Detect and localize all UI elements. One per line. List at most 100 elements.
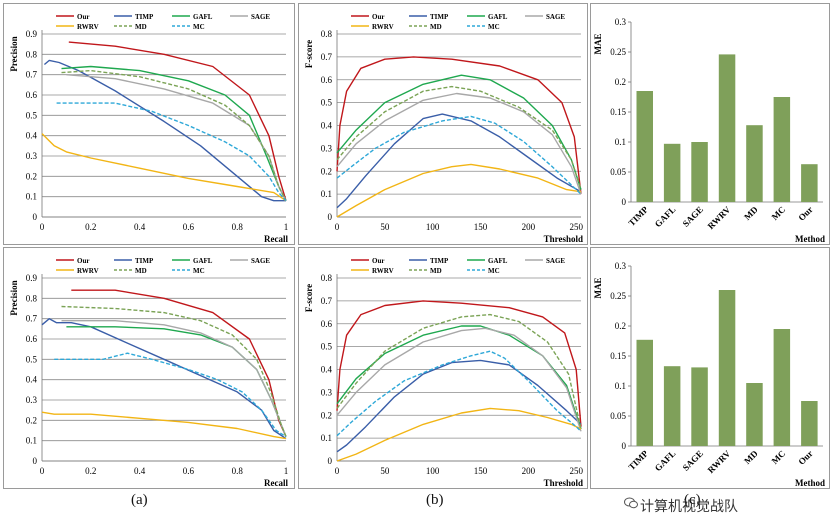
y-tick-label: 0.9 [26, 273, 38, 283]
series-line-our [336, 56, 582, 195]
bar-timp [636, 91, 653, 202]
bar-our [801, 401, 818, 446]
category-label: MD [742, 204, 760, 222]
legend-label-our: Our [372, 13, 384, 21]
y-tick-label: 0.8 [26, 49, 38, 59]
y-tick-label: 0.05 [610, 167, 626, 177]
category-label: Our [796, 448, 814, 466]
series-line-timp [43, 59, 286, 202]
chart-pr-bottom: 0 0.1 0.2 0.3 0.4 0.5 0.6 0.7 0.8 0.9 0 0.2 0.4 0.6 0.… [3, 247, 295, 489]
y-tick-label: 0.1 [321, 433, 332, 443]
legend-label-sage: SAGE [546, 13, 565, 21]
legend-label-timp: TIMP [135, 13, 154, 21]
y-tick-label: 0.8 [321, 273, 333, 283]
y-tick-label: 0 [33, 212, 38, 222]
x-axis-label: Recall [264, 234, 288, 244]
y-axis-label: Precision [9, 280, 19, 315]
x-tick-label: 50 [380, 222, 390, 232]
y-tick-label: 0.9 [26, 29, 38, 39]
series-line-rwrv [41, 133, 287, 202]
x-tick-label: 250 [569, 222, 583, 232]
chart-fscore-bottom: 0 0.1 0.2 0.3 0.4 0.5 0.6 0.7 0.8 0 50 100 150 200 250… [298, 247, 588, 489]
x-tick-label: 0.6 [183, 222, 195, 232]
series-line-md [61, 69, 287, 202]
bar-mc [773, 97, 791, 202]
chart-pr-top-svg: 0 0.1 0.2 0.3 0.4 0.5 0.6 0.7 0.8 0.9 0 0.2 0.4 0.6 0.… [9, 13, 288, 244]
chart-fscore-top: 0 0.1 0.2 0.3 0.4 0.5 0.6 0.7 0.8 0 50 100 150 200 250… [298, 3, 588, 245]
y-tick-label: 0.1 [615, 381, 626, 391]
category-label: SAGE [681, 448, 705, 472]
y-axis-label: Precision [9, 36, 19, 71]
legend-label-gafl: GAFL [488, 13, 508, 21]
legend-label-gafl: GAFL [193, 257, 213, 265]
legend-label-mc: MC [488, 267, 500, 275]
y-tick-label: 0.15 [610, 107, 626, 117]
y-tick-label: 0.1 [321, 189, 332, 199]
y-tick-label: 0.3 [615, 17, 627, 27]
x-tick-label: 0 [40, 466, 45, 476]
y-tick-label: 0.7 [26, 314, 38, 324]
y-tick-label: 0 [328, 212, 333, 222]
category-label: RWRV [706, 448, 733, 475]
legend-label-timp: TIMP [430, 257, 449, 265]
series-line-rwrv [41, 411, 287, 440]
legend-label-rwrv: RWRV [77, 23, 99, 31]
y-tick-label: 0.1 [26, 192, 37, 202]
category-label: MD [742, 448, 760, 466]
y-tick-label: 0.2 [321, 410, 332, 420]
y-tick-label: 0.7 [26, 70, 38, 80]
legend-label-md: MD [135, 23, 147, 31]
legend-label-our: Our [77, 13, 89, 21]
series-line-rwrv [336, 163, 582, 218]
series-line-gafl [336, 74, 582, 190]
legend-label-our: Our [372, 257, 384, 265]
legend-label-md: MD [430, 267, 442, 275]
x-tick-label: 0.4 [134, 466, 146, 476]
y-tick-label: 0.2 [26, 171, 37, 181]
y-tick-label: 0.7 [321, 296, 333, 306]
series-line-our [336, 300, 582, 427]
y-tick-label: 0.5 [26, 354, 38, 364]
series-line-gafl [61, 65, 287, 202]
y-tick-label: 0.1 [26, 436, 37, 446]
legend-label-sage: SAGE [546, 257, 565, 265]
category-label: TIMP [626, 448, 650, 472]
y-tick-label: 0 [33, 456, 38, 466]
legend-label-rwrv: RWRV [372, 267, 394, 275]
bar-timp [636, 339, 653, 446]
category-label: GAFL [653, 204, 678, 229]
chart-mae-bottom-svg: 0 0.05 0.1 0.15 0.2 0.25 0.3 TIMP GAFL SAGE RWRV MD… [593, 261, 825, 488]
y-tick-label: 0.5 [26, 110, 38, 120]
series-line-mc [336, 115, 582, 195]
y-tick-label: 0.7 [321, 52, 333, 62]
category-label: Our [796, 204, 814, 222]
y-tick-label: 0.4 [26, 375, 38, 385]
x-tick-label: 200 [522, 222, 536, 232]
category-label: MC [770, 448, 788, 466]
y-tick-label: 0.4 [321, 121, 333, 131]
wechat-icon [624, 497, 638, 509]
chart-pr-bottom-svg: 0 0.1 0.2 0.3 0.4 0.5 0.6 0.7 0.8 0.9 0 0.2 0.4 0.6 0.… [9, 257, 288, 488]
y-tick-label: 0.3 [321, 143, 333, 153]
x-tick-label: 100 [426, 466, 440, 476]
x-axis-label: Threshold [544, 478, 583, 488]
series-line-md [336, 313, 582, 430]
legend-label-our: Our [77, 257, 89, 265]
x-tick-label: 0.2 [85, 222, 96, 232]
chart-fscore-bottom-svg: 0 0.1 0.2 0.3 0.4 0.5 0.6 0.7 0.8 0 50 100 150 200 250… [304, 257, 583, 488]
x-tick-label: 150 [474, 466, 488, 476]
y-tick-label: 0.2 [26, 415, 37, 425]
y-tick-label: 0.4 [321, 365, 333, 375]
y-axis-label: F-score [304, 284, 314, 312]
y-tick-label: 0 [328, 456, 333, 466]
y-tick-label: 0.6 [26, 334, 38, 344]
legend-label-timp: TIMP [430, 13, 449, 21]
series-line-rwrv [336, 407, 582, 462]
y-tick-label: 0.6 [26, 90, 38, 100]
series-line-sage [61, 320, 287, 437]
x-axis-label: Threshold [544, 234, 583, 244]
series-line-sage [336, 327, 582, 432]
x-tick-label: 250 [569, 466, 583, 476]
category-label: RWRV [706, 204, 733, 231]
y-tick-label: 0.6 [321, 75, 333, 85]
